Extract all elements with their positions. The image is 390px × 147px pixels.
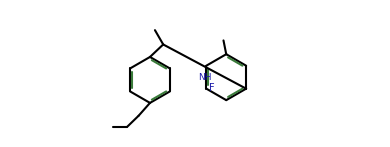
Text: NH: NH [198,74,211,82]
Text: F: F [209,83,214,93]
